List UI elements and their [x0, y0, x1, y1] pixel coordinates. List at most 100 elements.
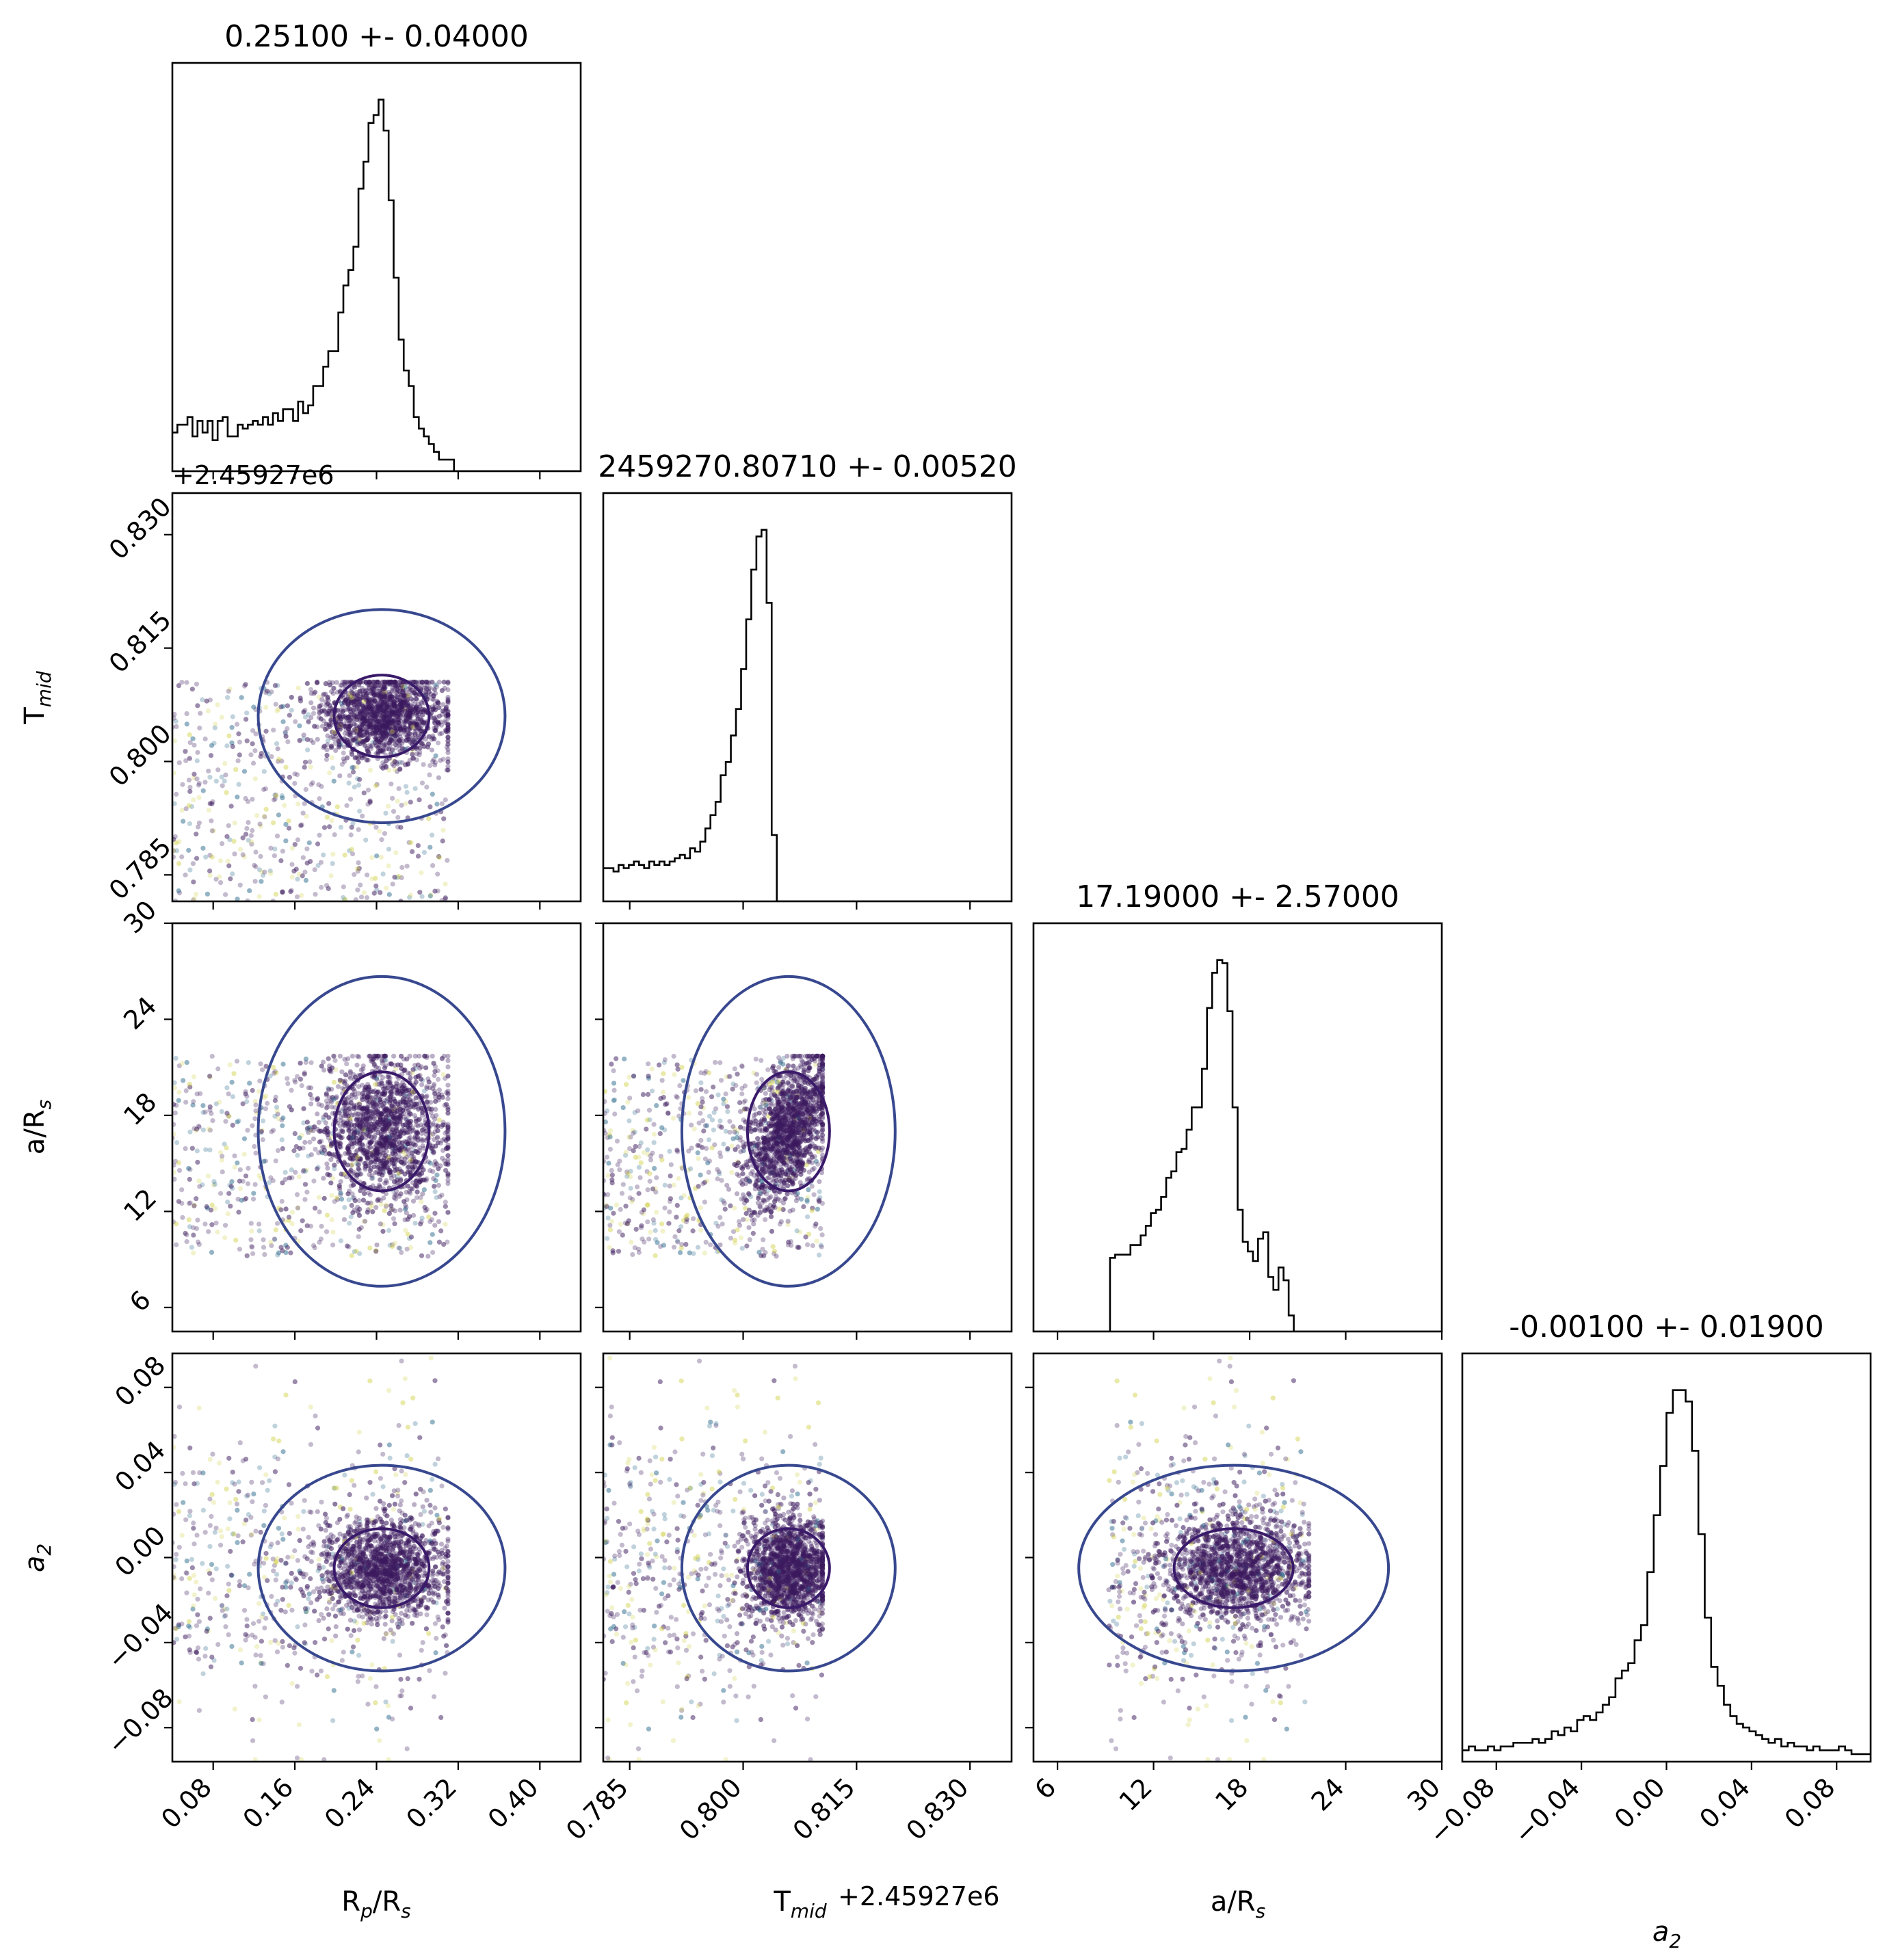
sample-point — [374, 726, 380, 732]
sample-point — [384, 730, 389, 736]
sample-point — [432, 1069, 438, 1074]
sample-point — [406, 713, 412, 719]
sample-point — [338, 707, 343, 713]
sample-point — [371, 700, 376, 706]
sample-point — [408, 721, 413, 726]
sample-point — [351, 1106, 357, 1111]
sample-point — [270, 1178, 276, 1184]
sample-point — [399, 703, 405, 708]
sample-point — [414, 721, 419, 727]
sample-point — [207, 697, 213, 703]
sample-point — [385, 724, 391, 730]
sample-point — [381, 691, 386, 697]
sample-point — [351, 707, 356, 713]
sample-point — [427, 804, 433, 810]
sample-point — [362, 743, 368, 748]
sample-point — [297, 1135, 302, 1141]
sample-point — [220, 783, 225, 789]
sample-point — [436, 1094, 442, 1100]
sample-point — [385, 1079, 391, 1085]
sample-point — [423, 1178, 429, 1183]
sample-point — [275, 1111, 280, 1117]
sample-point — [350, 1191, 355, 1197]
sample-point — [345, 690, 350, 696]
sample-point — [363, 1219, 368, 1224]
sample-point — [327, 724, 332, 730]
sample-point — [378, 854, 384, 860]
sample-point — [407, 724, 412, 730]
sample-point — [405, 703, 410, 708]
sample-point — [315, 863, 321, 869]
sample-point — [417, 726, 422, 732]
sample-point — [398, 700, 404, 705]
sample-point — [418, 726, 423, 731]
sample-point — [367, 723, 372, 728]
sample-point — [340, 1078, 345, 1084]
sample-point — [352, 698, 358, 703]
sample-point — [327, 770, 332, 776]
sample-point — [365, 696, 371, 701]
sample-point — [301, 709, 306, 715]
sample-point — [209, 1202, 215, 1208]
sample-point — [350, 765, 355, 771]
sample-point — [391, 699, 396, 704]
sample-point — [417, 679, 422, 685]
sample-point — [342, 852, 347, 858]
sample-point — [417, 890, 423, 895]
sample-point — [187, 821, 192, 827]
sample-point — [393, 1099, 398, 1104]
sample-point — [384, 730, 389, 736]
sample-point — [378, 694, 384, 700]
sample-point — [382, 690, 387, 696]
sample-point — [419, 1082, 425, 1087]
sample-point — [368, 688, 373, 693]
sample-point — [371, 692, 378, 698]
sample-point — [351, 708, 356, 713]
sample-point — [445, 767, 451, 773]
sample-point — [347, 724, 352, 730]
sample-point — [316, 1195, 321, 1200]
sample-point — [393, 685, 399, 690]
sample-point — [397, 743, 402, 749]
sample-point — [368, 691, 374, 697]
sample-point — [227, 1062, 233, 1068]
sample-point — [406, 734, 412, 740]
sample-point — [382, 708, 387, 715]
sample-point — [377, 728, 382, 733]
sample-point — [279, 758, 285, 764]
sample-point — [308, 1091, 313, 1098]
sample-point — [441, 816, 447, 821]
sample-point — [443, 728, 449, 734]
sample-point — [337, 1141, 343, 1146]
sample-point — [398, 698, 404, 704]
sample-point — [399, 1140, 405, 1145]
sample-point — [293, 866, 299, 872]
sample-point — [404, 737, 409, 743]
sample-point — [345, 701, 351, 706]
sample-point — [332, 832, 337, 838]
sample-point — [328, 745, 334, 750]
sample-point — [396, 704, 401, 710]
sample-point — [341, 696, 346, 701]
sample-point — [336, 744, 342, 750]
sample-point — [425, 744, 431, 750]
sample-point — [359, 1128, 365, 1133]
sample-point — [360, 708, 365, 713]
sample-point — [352, 1104, 357, 1110]
sample-point — [347, 729, 352, 734]
sample-point — [209, 1053, 215, 1059]
sample-point — [358, 732, 363, 738]
sample-point — [436, 713, 443, 719]
sample-point — [384, 723, 390, 728]
sample-point — [410, 724, 416, 730]
sample-point — [445, 712, 451, 717]
sample-point — [410, 1180, 416, 1185]
sample-point — [384, 732, 390, 737]
sample-point — [389, 701, 395, 706]
sample-point — [360, 685, 365, 691]
sample-point — [398, 1091, 404, 1096]
sample-point — [360, 755, 365, 760]
sample-point — [401, 693, 407, 699]
sample-point — [386, 710, 391, 715]
sample-point — [226, 733, 232, 739]
